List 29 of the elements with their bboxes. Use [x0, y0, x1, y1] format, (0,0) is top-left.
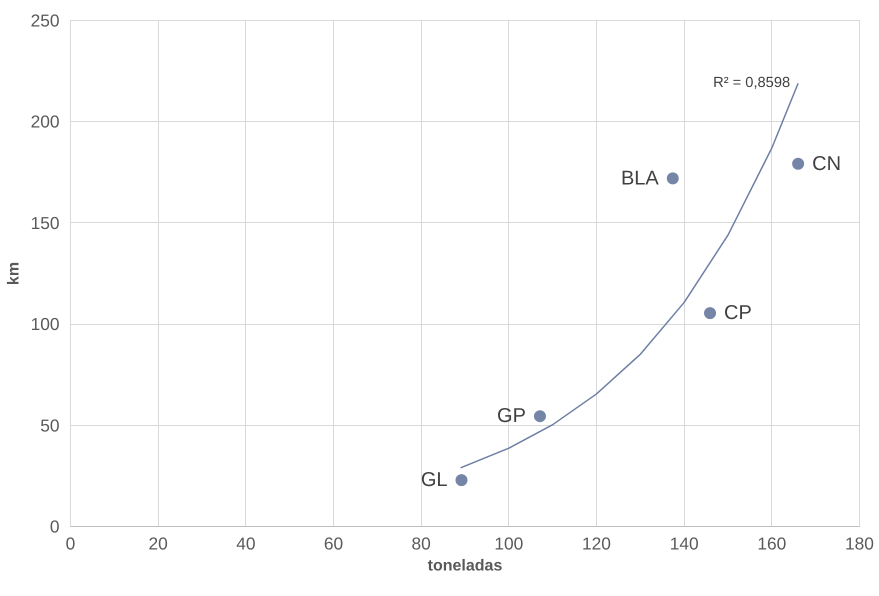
point: [792, 158, 804, 170]
x-tick-label: 180: [845, 534, 874, 554]
x-tick-label: 0: [66, 534, 76, 554]
y-tick-label: 200: [30, 112, 60, 132]
x-tick-label: 80: [412, 534, 431, 554]
annotation: GL: [420, 469, 448, 492]
x-tick-label: 60: [324, 534, 344, 554]
annotation: CN: [812, 152, 842, 175]
point: [704, 307, 716, 320]
x-tick-label: 40: [236, 534, 256, 554]
x-tick-label: 20: [148, 534, 168, 554]
annotation: BLA: [620, 167, 660, 190]
annotation: CP: [724, 302, 752, 324]
y-tick-label: 250: [30, 10, 60, 30]
point: [666, 172, 679, 184]
x-tick-label: 140: [670, 534, 699, 554]
annotation: GP: [497, 405, 526, 428]
y-tick-label: 50: [40, 415, 60, 436]
point: [534, 410, 546, 422]
y-tick-label: 150: [30, 212, 60, 233]
point: [455, 474, 468, 486]
y-tick-label: 0: [50, 516, 60, 536]
annotation: R² = 0,8598: [713, 75, 790, 92]
x-tick-label: 120: [582, 534, 611, 554]
y-axis-title: km: [6, 262, 23, 286]
x-axis-title: toneladas: [428, 558, 502, 574]
x-tick-label: 100: [494, 534, 524, 554]
y-tick-label: 100: [30, 314, 60, 334]
x-tick-label: 160: [757, 534, 786, 554]
